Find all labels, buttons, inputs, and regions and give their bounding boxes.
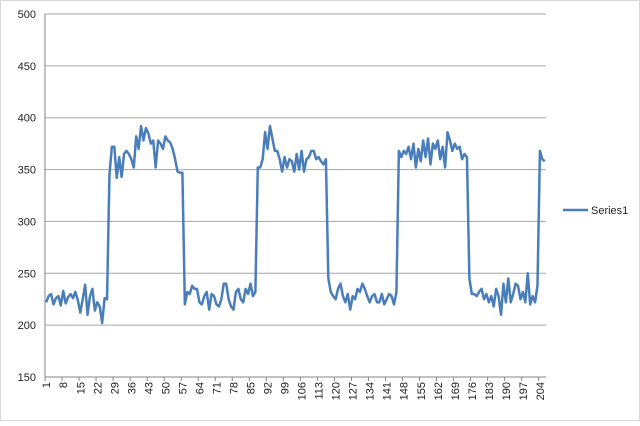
x-tick-label: 22 bbox=[92, 382, 104, 394]
x-tick-label: 113 bbox=[314, 382, 326, 400]
x-tick-label: 36 bbox=[126, 382, 138, 394]
y-tick-label: 250 bbox=[18, 268, 36, 280]
x-tick-label: 78 bbox=[228, 382, 240, 394]
x-tick-label: 162 bbox=[433, 382, 445, 400]
x-tick-label: 57 bbox=[177, 382, 189, 394]
x-tick-label: 127 bbox=[348, 382, 360, 400]
x-tick-label: 169 bbox=[450, 382, 462, 400]
y-tick-label: 300 bbox=[18, 216, 36, 228]
x-tick-label: 99 bbox=[280, 382, 292, 394]
x-tick-label: 204 bbox=[535, 382, 547, 400]
x-tick-label: 141 bbox=[382, 382, 394, 400]
x-tick-label: 43 bbox=[143, 382, 155, 394]
x-tick-label: 85 bbox=[246, 382, 258, 394]
x-tick-label: 120 bbox=[331, 382, 343, 400]
y-tick-label: 200 bbox=[18, 320, 36, 332]
y-tick-label: 500 bbox=[18, 9, 36, 21]
x-tick-label: 15 bbox=[75, 382, 87, 394]
legend-label: Series1 bbox=[591, 205, 628, 217]
x-tick-label: 50 bbox=[160, 382, 172, 394]
x-tick-label: 8 bbox=[58, 382, 70, 388]
x-tick-label: 134 bbox=[365, 382, 377, 400]
x-tick-label: 183 bbox=[484, 382, 496, 400]
x-tick-label: 64 bbox=[194, 382, 206, 394]
x-tick-label: 106 bbox=[297, 382, 309, 400]
x-tick-label: 71 bbox=[211, 382, 223, 394]
x-tick-label: 176 bbox=[467, 382, 479, 400]
x-tick-label: 148 bbox=[399, 382, 411, 400]
x-tick-label: 29 bbox=[109, 382, 121, 394]
x-tick-label: 1 bbox=[41, 382, 53, 388]
y-tick-label: 350 bbox=[18, 165, 36, 177]
y-tick-label: 150 bbox=[18, 372, 36, 384]
x-tick-label: 197 bbox=[518, 382, 530, 400]
line-series bbox=[45, 124, 546, 325]
y-tick-label: 400 bbox=[18, 113, 36, 125]
y-tick-label: 450 bbox=[18, 61, 36, 73]
x-tick-label: 92 bbox=[263, 382, 275, 394]
x-tick-label: 155 bbox=[416, 382, 428, 400]
x-tick-label: 190 bbox=[501, 382, 513, 400]
